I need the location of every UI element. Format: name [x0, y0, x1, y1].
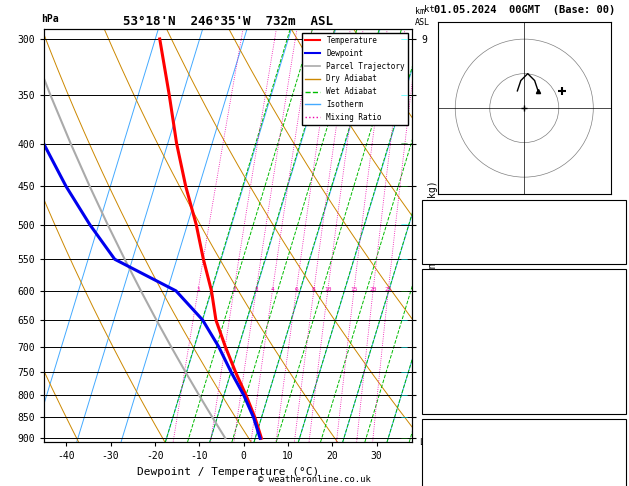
Text: 5: 5	[619, 378, 624, 387]
Text: θₑ (K): θₑ (K)	[425, 467, 456, 476]
Text: 25: 25	[384, 287, 392, 292]
Text: Dewp (°C): Dewp (°C)	[425, 317, 472, 326]
Text: —: —	[401, 256, 408, 262]
Text: —: —	[401, 344, 408, 350]
Text: LCL: LCL	[420, 438, 435, 447]
Text: 2: 2	[232, 287, 236, 292]
Text: 20: 20	[369, 287, 377, 292]
Text: PW (cm): PW (cm)	[425, 248, 461, 257]
Text: km
ASL: km ASL	[415, 7, 430, 27]
Text: —: —	[401, 92, 408, 98]
Text: —: —	[401, 392, 408, 399]
Text: 16: 16	[613, 208, 624, 216]
Text: 01.05.2024  00GMT  (Base: 00): 01.05.2024 00GMT (Base: 00)	[433, 5, 615, 15]
Text: 292: 292	[608, 337, 624, 346]
Text: Lifted Index: Lifted Index	[425, 358, 487, 366]
Text: © weatheronline.co.uk: © weatheronline.co.uk	[258, 474, 371, 484]
Text: —: —	[401, 183, 408, 190]
Text: 6: 6	[294, 287, 298, 292]
Text: 1.17: 1.17	[603, 248, 624, 257]
Text: Most Unstable: Most Unstable	[489, 426, 559, 435]
Text: —: —	[401, 317, 408, 323]
Text: Totals Totals: Totals Totals	[425, 228, 493, 237]
Text: Surface: Surface	[506, 276, 543, 285]
Text: —: —	[401, 288, 408, 294]
Text: —: —	[401, 415, 408, 420]
Text: 8: 8	[312, 287, 316, 292]
Legend: Temperature, Dewpoint, Parcel Trajectory, Dry Adiabat, Wet Adiabat, Isotherm, Mi: Temperature, Dewpoint, Parcel Trajectory…	[302, 33, 408, 125]
Text: 650: 650	[608, 447, 624, 455]
Text: kt: kt	[424, 4, 435, 14]
Text: 1.4: 1.4	[608, 296, 624, 305]
Text: hPa: hPa	[41, 14, 58, 24]
Text: —: —	[401, 140, 408, 147]
Text: 1.1: 1.1	[608, 317, 624, 326]
Text: 302: 302	[608, 467, 624, 476]
Text: 10: 10	[613, 358, 624, 366]
Text: 0: 0	[619, 399, 624, 407]
Text: θₑ(K): θₑ(K)	[425, 337, 451, 346]
Y-axis label: Mixing Ratio (g/kg): Mixing Ratio (g/kg)	[428, 180, 438, 292]
Text: CAPE (J): CAPE (J)	[425, 378, 467, 387]
Text: Temp (°C): Temp (°C)	[425, 296, 472, 305]
Text: 4: 4	[270, 287, 274, 292]
Title: 53°18'N  246°35'W  732m  ASL: 53°18'N 246°35'W 732m ASL	[123, 15, 333, 28]
Text: Pressure (mb): Pressure (mb)	[425, 447, 493, 455]
Text: —: —	[401, 222, 408, 227]
Text: 41: 41	[613, 228, 624, 237]
Text: CIN (J): CIN (J)	[425, 399, 461, 407]
Text: 3: 3	[254, 287, 258, 292]
Text: —: —	[401, 435, 408, 441]
X-axis label: Dewpoint / Temperature (°C): Dewpoint / Temperature (°C)	[137, 467, 319, 477]
Text: 15: 15	[350, 287, 358, 292]
Text: 10: 10	[324, 287, 331, 292]
Text: —: —	[401, 36, 408, 42]
Text: K: K	[425, 208, 430, 216]
Text: 1: 1	[196, 287, 200, 292]
Text: —: —	[401, 369, 408, 375]
